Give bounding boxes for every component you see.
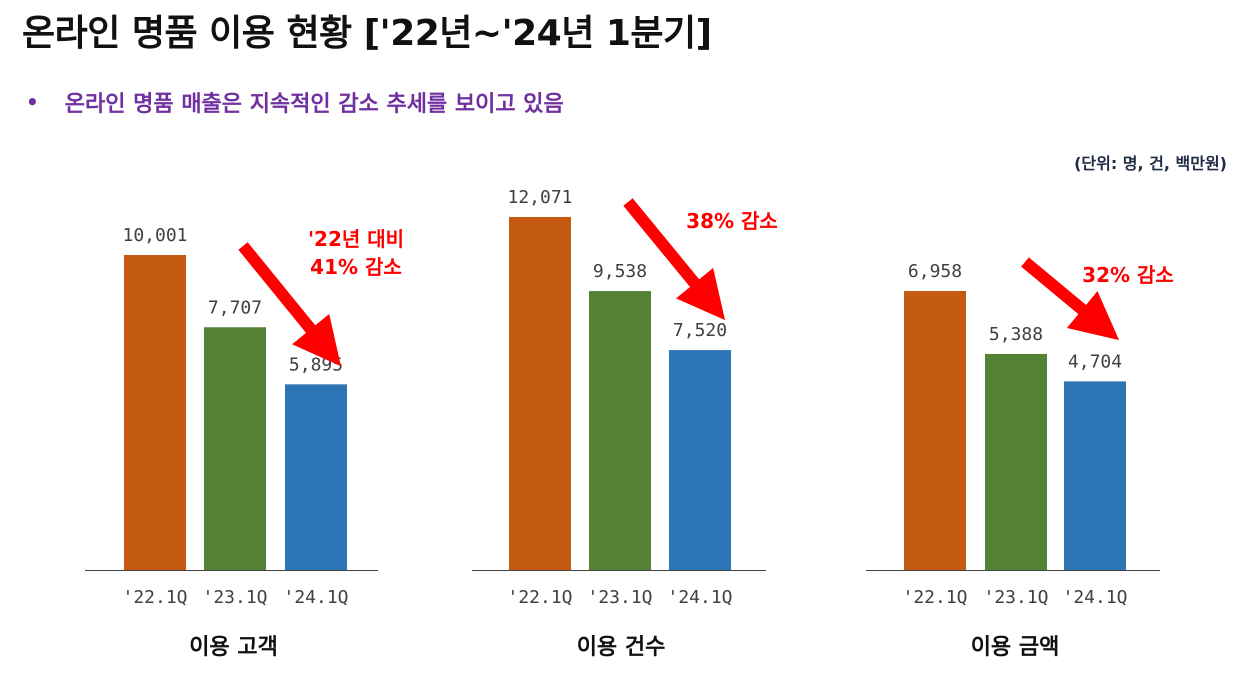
category-label-22: '22.1Q [902, 587, 967, 608]
bar-22-1q [509, 217, 571, 570]
category-label-23: '23.1Q [202, 587, 267, 608]
category-label-22: '22.1Q [122, 587, 187, 608]
category-label-23: '23.1Q [983, 587, 1048, 608]
category-label-24: '24.1Q [283, 587, 348, 608]
bar-23-1q [589, 291, 651, 570]
bar-22-1q [904, 291, 966, 570]
bar-24-1q [1064, 381, 1126, 570]
decrease-annotation: 38% 감소 [686, 209, 778, 233]
decrease-arrow-icon [623, 198, 726, 321]
value-label: 5,895 [289, 354, 343, 375]
bar-22-1q [124, 255, 186, 570]
chart-title: 이용 건수 [577, 635, 666, 660]
value-label: 6,958 [908, 261, 962, 282]
category-label-24: '24.1Q [1062, 587, 1127, 608]
bar-24-1q [285, 384, 347, 570]
decrease-annotation: '22년 대비 [308, 227, 404, 251]
chart-2: 12,071 '22.1Q 9,538 '23.1Q 7,520 '24.1Q 이용 건수 3… [472, 187, 778, 660]
decrease-annotation: 32% 감소 [1082, 263, 1174, 287]
value-label: 9,538 [593, 261, 647, 282]
value-label: 10,001 [122, 225, 187, 246]
bullet-dot: • [26, 90, 39, 114]
decrease-annotation: 41% 감소 [310, 255, 402, 279]
decrease-arrow-icon [238, 242, 341, 367]
chart-3: 6,958 '22.1Q 5,388 '23.1Q 4,704 '24.1Q 이용 금액 32… [866, 257, 1174, 660]
unit-note: (단위: 명, 건, 백만원) [1074, 154, 1227, 173]
subtitle: 온라인 명품 매출은 지속적인 감소 추세를 보이고 있음 [64, 92, 564, 117]
page-title: 온라인 명품 이용 현황 ['22년~'24년 1분기] [22, 13, 712, 54]
category-label-24: '24.1Q [667, 587, 732, 608]
chart-title: 이용 고객 [189, 635, 278, 660]
decrease-arrow-icon [1021, 257, 1120, 341]
category-label-22: '22.1Q [507, 587, 572, 608]
chart-1: 10,001 '22.1Q 7,707 '23.1Q 5,895 '24.1Q 이용 고객 '… [85, 225, 404, 660]
subtitle-row: • 온라인 명품 매출은 지속적인 감소 추세를 보이고 있음 [26, 86, 564, 118]
value-label: 7,520 [673, 320, 727, 341]
value-label: 4,704 [1068, 351, 1122, 372]
bar-24-1q [669, 350, 731, 570]
category-label-23: '23.1Q [587, 587, 652, 608]
bar-23-1q [204, 327, 266, 570]
chart-title: 이용 금액 [971, 635, 1060, 660]
value-label: 7,707 [208, 297, 262, 318]
value-label: 5,388 [989, 324, 1043, 345]
bar-23-1q [985, 353, 1047, 570]
value-label: 12,071 [507, 187, 572, 208]
